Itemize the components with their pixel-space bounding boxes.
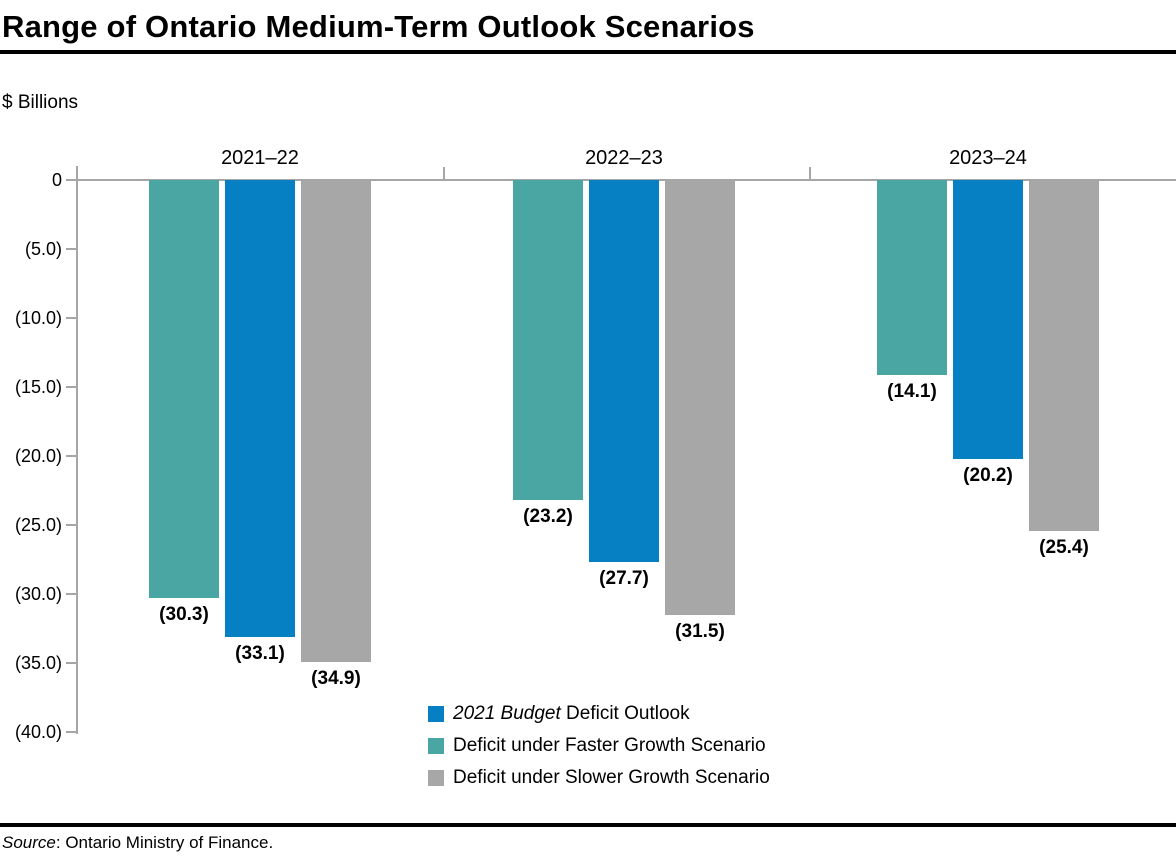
bar-value-label: (23.2) xyxy=(523,506,573,527)
y-axis-tick-label: (40.0) xyxy=(14,722,62,742)
bar-blue-2021–22 xyxy=(225,180,295,637)
y-axis-tick xyxy=(66,386,77,388)
y-axis-tick xyxy=(66,731,77,733)
legend-swatch-teal xyxy=(428,738,444,754)
bar-blue-2023–24 xyxy=(953,180,1023,459)
y-axis-tick-label: (20.0) xyxy=(14,446,62,466)
y-axis-tick xyxy=(66,455,77,457)
legend-swatch-gray xyxy=(428,770,444,786)
bar-value-label: (33.1) xyxy=(235,643,285,664)
y-axis-tick-label: 0 xyxy=(51,170,62,190)
legend-item-slower-growth: Deficit under Slower Growth Scenario xyxy=(428,767,770,789)
y-axis-tick-label: (35.0) xyxy=(14,653,62,673)
bar-gray-2023–24 xyxy=(1029,180,1099,531)
y-axis-tick-label: (10.0) xyxy=(14,308,62,328)
bar-value-label: (25.4) xyxy=(1039,537,1089,558)
bar-value-label: (20.2) xyxy=(963,465,1013,486)
y-axis-tick xyxy=(66,593,77,595)
legend-label-italic: 2021 Budget xyxy=(453,703,561,724)
y-axis-tick-label: (30.0) xyxy=(14,584,62,604)
bar-blue-2022–23 xyxy=(589,180,659,562)
bar-gray-2022–23 xyxy=(665,180,735,615)
bar-value-label: (34.9) xyxy=(311,668,361,689)
legend: 2021 Budget Deficit Outlook Deficit unde… xyxy=(428,703,770,799)
category-boundary-tick xyxy=(809,167,811,179)
category-label: 2021–22 xyxy=(221,147,299,169)
legend-item-budget-outlook: 2021 Budget Deficit Outlook xyxy=(428,703,770,725)
bar-value-label: (14.1) xyxy=(887,381,937,402)
y-axis-tick-label: (15.0) xyxy=(14,377,62,397)
chart-title: Range of Ontario Medium-Term Outlook Sce… xyxy=(2,9,755,44)
legend-label: Deficit under Faster Growth Scenario xyxy=(453,735,766,756)
y-axis-tick xyxy=(66,524,77,526)
source-text: : Ontario Ministry of Finance. xyxy=(55,833,274,852)
category-label: 2023–24 xyxy=(949,147,1027,169)
y-axis-tick xyxy=(66,662,77,664)
bar-value-label: (27.7) xyxy=(599,568,649,589)
bar-gray-2021–22 xyxy=(301,180,371,662)
bar-teal-2021–22 xyxy=(149,180,219,598)
title-underline xyxy=(0,50,1176,54)
y-axis-tick xyxy=(66,317,77,319)
category-label: 2022–23 xyxy=(585,147,663,169)
y-axis-tick xyxy=(66,248,77,250)
source-label: Source xyxy=(2,833,56,852)
legend-label: Deficit under Slower Growth Scenario xyxy=(453,767,770,788)
bottom-rule xyxy=(0,823,1176,827)
bar-value-label: (31.5) xyxy=(675,621,725,642)
bar-teal-2022–23 xyxy=(513,180,583,500)
legend-label: Deficit Outlook xyxy=(560,703,690,724)
category-boundary-tick xyxy=(443,167,445,179)
y-axis-line xyxy=(76,166,78,734)
source-note: Source: Ontario Ministry of Finance. xyxy=(2,832,273,854)
bar-value-label: (30.3) xyxy=(159,604,209,625)
legend-swatch-blue xyxy=(428,706,444,722)
y-axis-units-label: $ Billions xyxy=(2,92,79,113)
legend-item-faster-growth: Deficit under Faster Growth Scenario xyxy=(428,735,770,757)
y-axis-tick xyxy=(66,179,77,181)
y-axis-tick-label: (5.0) xyxy=(24,239,62,259)
y-axis-tick-label: (25.0) xyxy=(14,515,62,535)
bar-teal-2023–24 xyxy=(877,180,947,375)
